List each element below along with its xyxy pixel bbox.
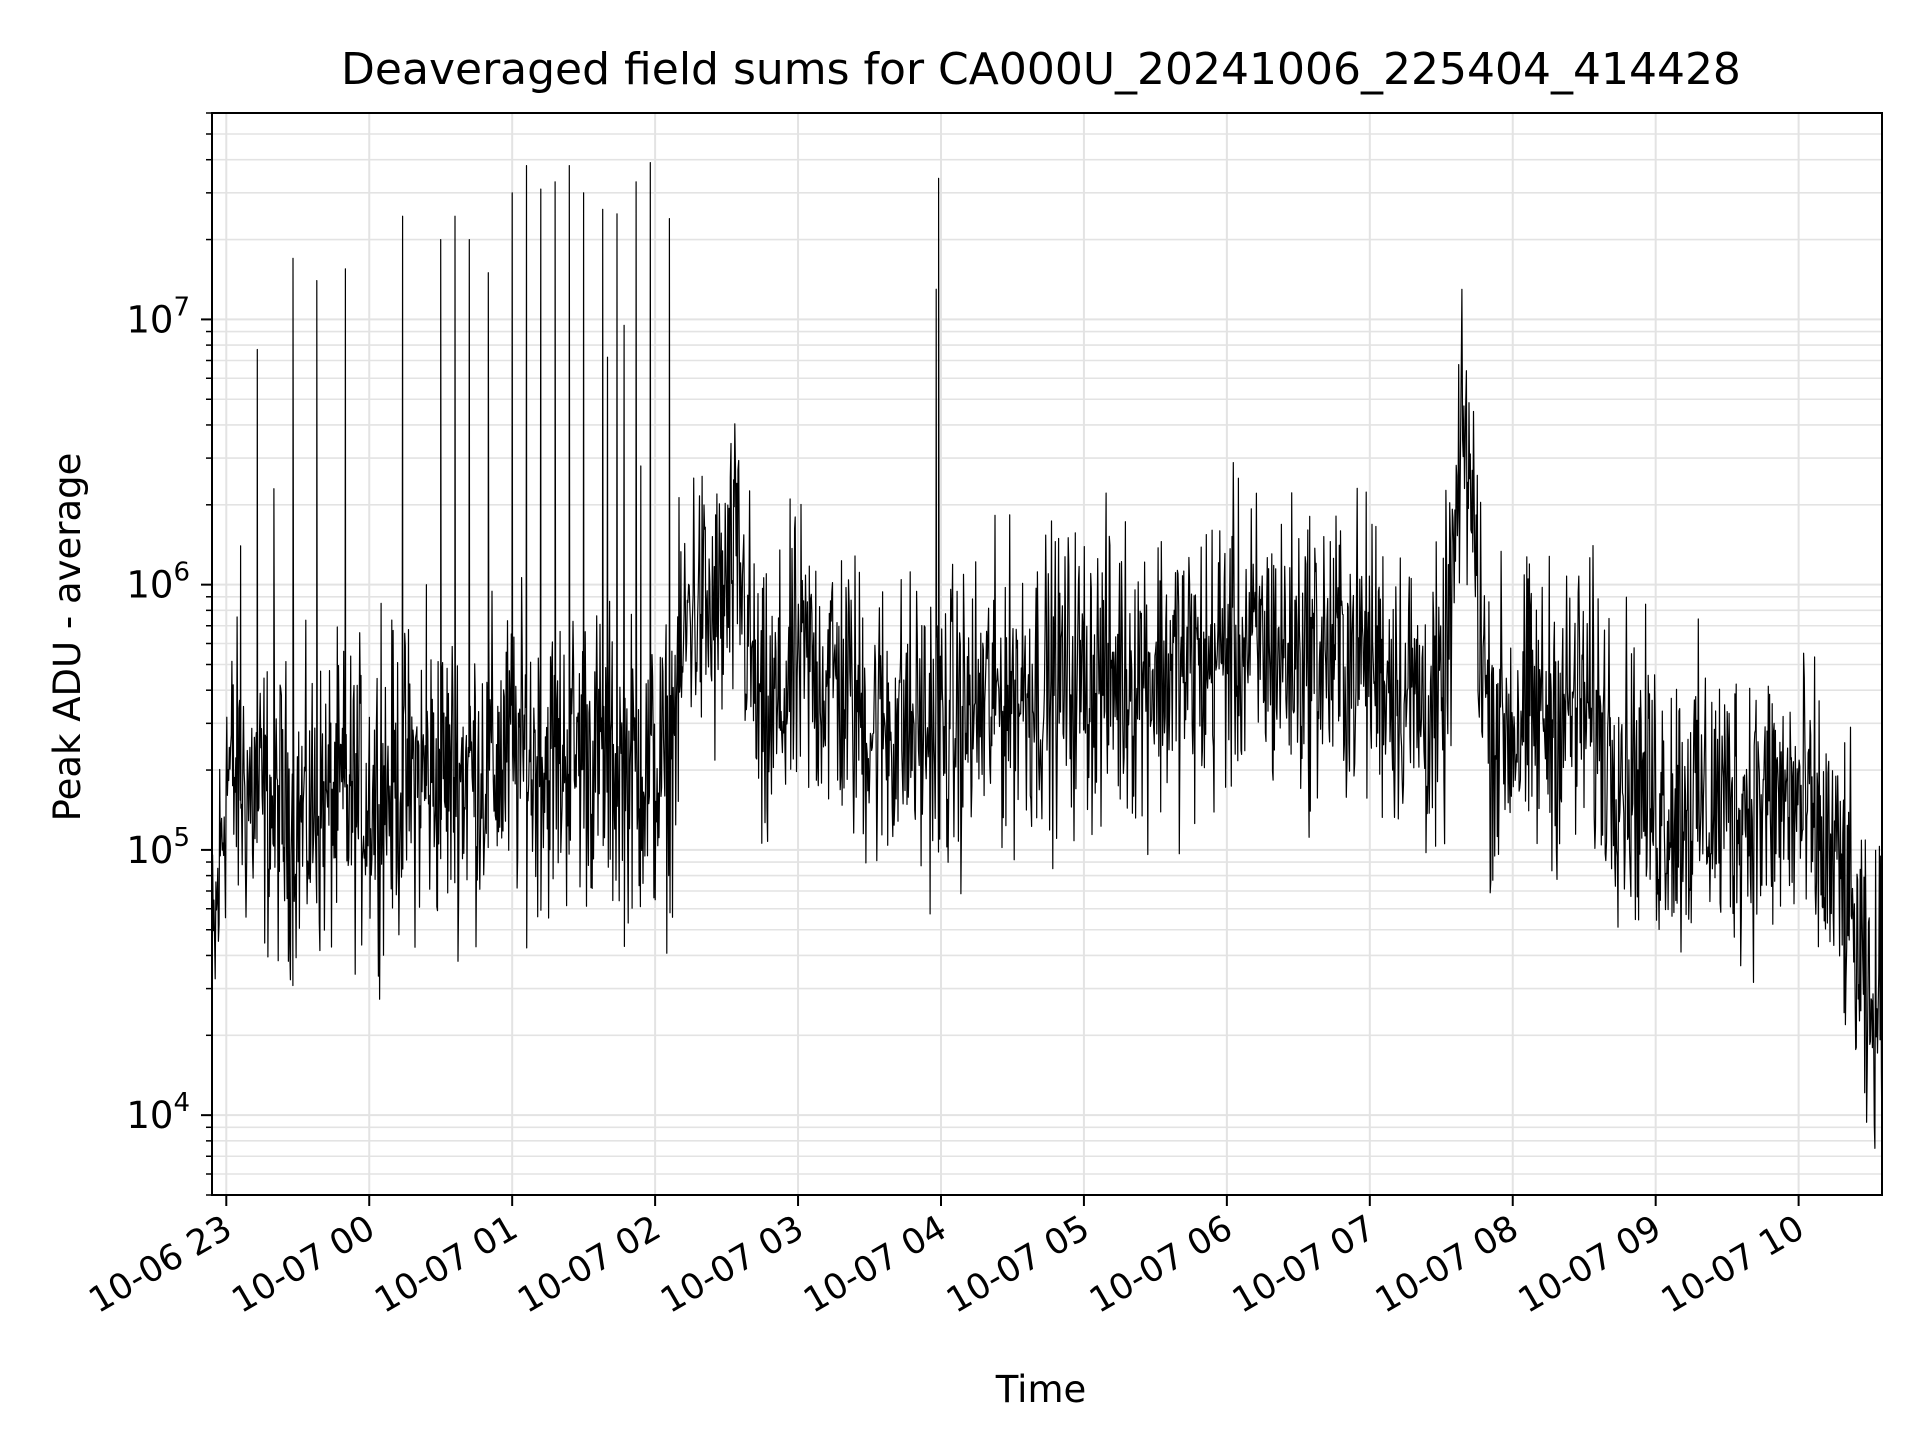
- y-tick-label: 104: [126, 1088, 190, 1137]
- y-tick-label: 106: [126, 558, 190, 607]
- series-line: [211, 162, 1883, 1149]
- plot-frame: [211, 112, 1883, 1196]
- y-axis-ticks: 104 105 106 107: [126, 112, 212, 1196]
- y-axis-label: Peak ADU - average: [46, 453, 89, 822]
- chart-title: Deaveraged field sums for CA000U_2024100…: [341, 44, 1741, 95]
- series-line-group: [211, 162, 1883, 1149]
- grid: [212, 112, 1882, 1196]
- x-axis-label: Time: [995, 1368, 1087, 1411]
- y-tick-label: 105: [126, 823, 190, 872]
- y-tick-label: 107: [126, 292, 190, 341]
